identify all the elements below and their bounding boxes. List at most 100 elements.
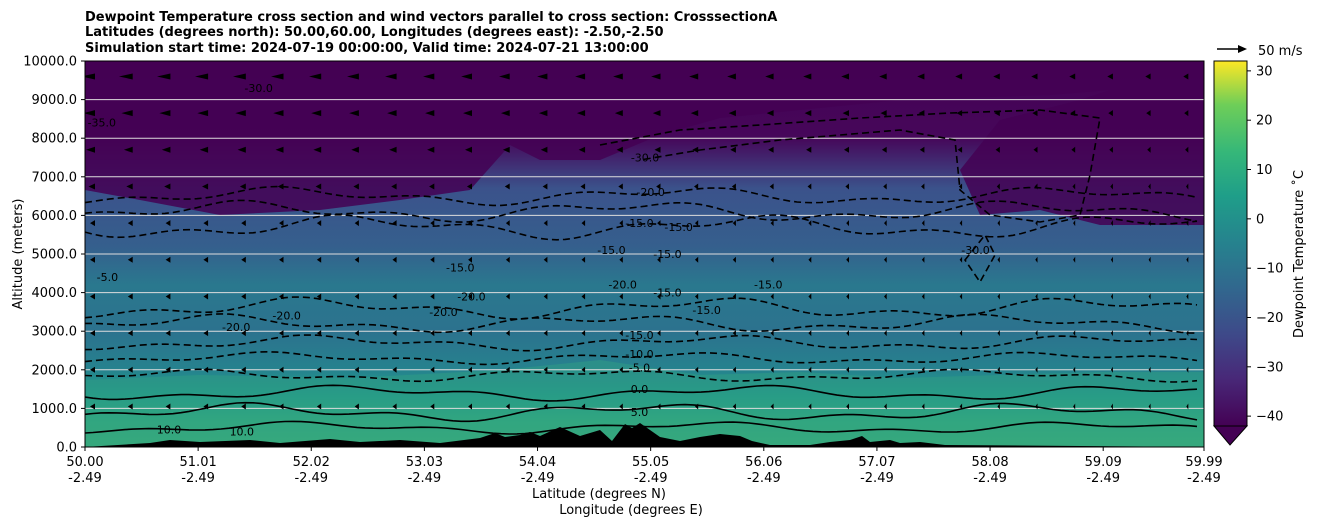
- wind-vector-arrow: [846, 330, 849, 337]
- wind-vector-arrow: [728, 110, 736, 117]
- wind-vector-arrow: [581, 403, 586, 410]
- wind-vector-arrow: [1146, 110, 1151, 117]
- wind-vector-arrow: [1148, 330, 1151, 337]
- wind-vector-arrow: [279, 256, 284, 263]
- wind-vector-arrow: [315, 183, 322, 190]
- y-tick-label: 9000.0: [32, 93, 78, 108]
- wind-vector-arrow: [1148, 366, 1151, 373]
- contour-label: -5.0: [629, 362, 650, 375]
- wind-vector-arrow: [123, 146, 133, 153]
- wind-vector-arrow: [652, 110, 661, 117]
- wind-vector-arrow: [126, 183, 133, 190]
- wind-vector-arrow: [921, 293, 925, 300]
- wind-vector-arrow: [499, 73, 510, 80]
- wind-vector-arrow: [732, 330, 736, 337]
- wind-vector-arrow: [842, 110, 849, 117]
- wind-vector-arrow: [241, 403, 246, 410]
- wind-vector-arrow: [1186, 403, 1189, 410]
- wind-vector-arrow: [309, 73, 322, 80]
- wind-vector-arrow: [997, 256, 1000, 263]
- wind-vector-arrow: [347, 73, 359, 80]
- wind-vector-arrow: [203, 293, 209, 300]
- wind-vector-arrow: [694, 330, 699, 337]
- wind-vector-arrow: [165, 366, 171, 373]
- x-tick-label-lon: -2.49: [747, 471, 781, 486]
- wind-vector-arrow: [613, 73, 623, 80]
- wind-vector-arrow: [881, 146, 887, 153]
- wind-vector-arrow: [1110, 183, 1113, 190]
- dry-upper-region: [85, 61, 1204, 225]
- wind-vector-arrow: [1035, 330, 1038, 337]
- wind-vector-arrow: [619, 366, 623, 373]
- x-tick-label-lon: -2.49: [294, 471, 328, 486]
- wind-vector-arrow: [1110, 330, 1113, 337]
- wind-vector-arrow: [199, 146, 209, 153]
- wind-vector-arrow: [808, 293, 812, 300]
- contour-label: 0.0: [631, 383, 649, 396]
- wind-vectors: [85, 73, 1189, 410]
- wind-vector-arrow: [165, 220, 171, 227]
- x-tick-label-lon: -2.49: [634, 471, 668, 486]
- wind-vector-arrow: [845, 183, 849, 190]
- wind-vector-arrow: [732, 256, 736, 263]
- wind-vector-arrow: [1148, 220, 1151, 227]
- wind-vector-arrow: [694, 183, 699, 190]
- wind-vector-arrow: [1110, 293, 1113, 300]
- wind-vector-arrow: [884, 293, 887, 300]
- wind-vector-arrow: [1073, 330, 1076, 337]
- wind-vector-arrow: [955, 73, 963, 80]
- wind-vector-arrow: [505, 366, 510, 373]
- wind-vector-arrow: [1185, 146, 1189, 153]
- wind-vector-arrow: [884, 403, 887, 410]
- wind-vector-arrow: [581, 366, 586, 373]
- wind-vector-arrow: [466, 183, 472, 190]
- wind-vector-arrow: [203, 220, 209, 227]
- contour-line: [85, 368, 1198, 383]
- wind-vector-arrow: [279, 293, 284, 300]
- contour-label: -15.0: [754, 279, 782, 292]
- contour-label: -20.0: [222, 321, 250, 334]
- wind-vector-arrow: [1186, 256, 1189, 263]
- contour-line: [85, 199, 1198, 223]
- wind-vector-arrow: [316, 256, 322, 263]
- wind-vector-arrow: [1032, 110, 1038, 117]
- wind-vector-arrow: [1107, 73, 1113, 80]
- wind-vector-arrow: [505, 330, 510, 337]
- contour-label: -20.0: [608, 279, 636, 292]
- wind-vector-arrow: [575, 73, 586, 80]
- wind-vector-arrow: [127, 293, 133, 300]
- wind-vector-arrow: [313, 146, 322, 153]
- wind-vector-arrow: [808, 366, 812, 373]
- wind-vector-arrow: [165, 293, 171, 300]
- wind-vector-arrow: [463, 110, 472, 117]
- wind-vector-arrow: [505, 220, 510, 227]
- wind-vector-arrow: [468, 220, 472, 227]
- wind-vector-arrow: [430, 403, 435, 410]
- x-tick-label-lon: -2.49: [1086, 471, 1120, 486]
- wind-vector-arrow: [349, 110, 359, 117]
- colorbar-tick-label: −20: [1256, 311, 1283, 326]
- wind-vector-arrow: [765, 73, 774, 80]
- x-tick-label-lat: 51.01: [180, 455, 217, 470]
- wind-vector-arrow: [808, 256, 812, 263]
- x-tick-label-lat: 50.00: [66, 455, 103, 470]
- contour-label: -20.0: [429, 306, 457, 319]
- wind-vector-arrow: [578, 146, 586, 153]
- wind-vector-arrow: [241, 330, 246, 337]
- wind-vector-arrow: [1069, 73, 1076, 80]
- wind-vector-arrow: [959, 256, 963, 263]
- wind-vector-arrow: [1073, 403, 1076, 410]
- wind-vector-arrow: [1148, 256, 1151, 263]
- wind-vector-arrow: [354, 366, 359, 373]
- wind-vector-arrow: [165, 330, 171, 337]
- y-axis: 0.0 1000.0 2000.0 3000.0 4000.0 5000.0 6000.0 7…: [23, 55, 85, 456]
- wind-vector-arrow: [1110, 366, 1113, 373]
- contour-label: -35.0: [88, 117, 116, 130]
- contour-line: [964, 233, 996, 284]
- wind-vector-arrow: [430, 293, 435, 300]
- wind-vector-arrow: [580, 183, 586, 190]
- wind-vector-arrow: [997, 220, 1000, 227]
- wind-vector-arrow: [279, 330, 284, 337]
- wind-vector-arrow: [921, 220, 925, 227]
- wind-vector-arrow: [203, 403, 209, 410]
